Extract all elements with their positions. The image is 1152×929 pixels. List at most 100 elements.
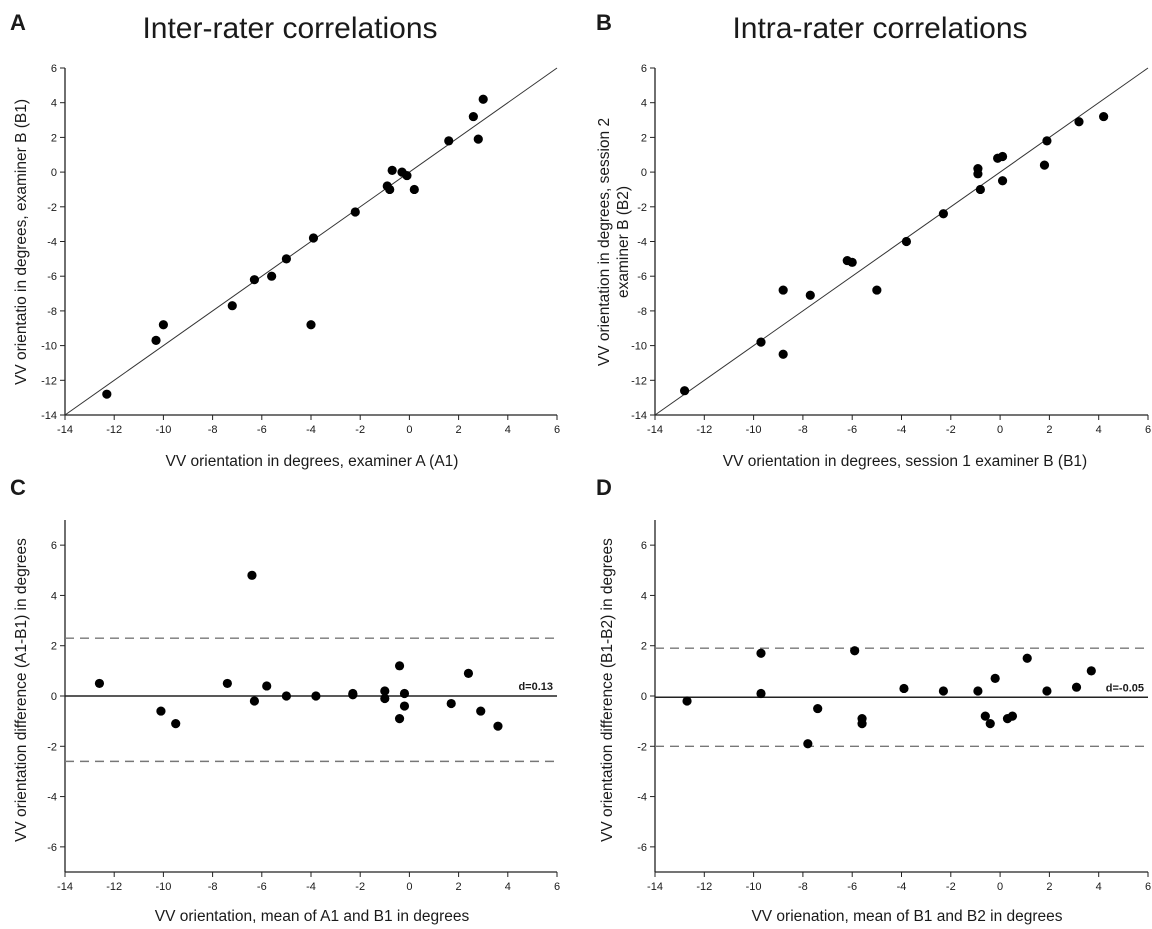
panel-c-data-point bbox=[399, 688, 410, 699]
panel-a-data-point bbox=[402, 170, 412, 181]
panel-a-y-tick-label: 2 bbox=[51, 132, 57, 144]
panel-d-data-point bbox=[1042, 686, 1052, 696]
panel-b-data-point bbox=[1099, 111, 1109, 122]
panel-d-x-tick-label: -14 bbox=[647, 881, 663, 893]
panel-a-x-label: VV orientation in degrees, examiner A (A… bbox=[166, 453, 459, 470]
panel-d-data-point bbox=[850, 646, 860, 656]
panel-a-x-tick-label: 6 bbox=[554, 424, 560, 436]
panel-a-x-tick-label: -2 bbox=[355, 424, 365, 436]
panel-a-data-point bbox=[102, 389, 112, 399]
panel-b-x-tick-label: 4 bbox=[1096, 424, 1102, 436]
panel-b-data-point bbox=[679, 386, 690, 396]
panel-c-data-point bbox=[311, 691, 321, 701]
panel-c-x-tick-label: 6 bbox=[554, 881, 560, 893]
panel-c-mean-label: d=0.13 bbox=[518, 681, 553, 693]
panel-a-y-tick-label: -14 bbox=[41, 410, 57, 422]
panel-d-y-tick-label: 2 bbox=[641, 641, 647, 653]
panel-c-data-point bbox=[249, 696, 260, 706]
panel-b-y-tick-label: -12 bbox=[631, 375, 647, 387]
panel-b-identity-line bbox=[654, 67, 1149, 416]
panel-c-x-tick-label: 0 bbox=[406, 881, 412, 893]
panel-d-y-tick-label: 6 bbox=[641, 540, 647, 552]
panel-c-y-tick-label: 2 bbox=[51, 641, 57, 653]
panel-b-data-point bbox=[872, 285, 882, 295]
panel-b-x-label: VV orientation in degrees, session 1 exa… bbox=[723, 453, 1087, 470]
panel-a-data-point bbox=[385, 184, 395, 195]
panel-a-x-tick-label: 4 bbox=[505, 424, 511, 436]
panel-c-y-tick-label: -2 bbox=[47, 741, 57, 753]
panel-d-x-tick-label: -6 bbox=[847, 881, 857, 893]
panel-b-y-tick-label: -2 bbox=[637, 202, 647, 214]
panel-a-data-point bbox=[267, 271, 277, 281]
panel-a-title: Inter-rater correlations bbox=[142, 12, 437, 45]
panel-a-data-point bbox=[409, 184, 419, 195]
panel-d-data-point bbox=[973, 686, 983, 696]
panel-c-y-tick-label: -4 bbox=[47, 792, 57, 804]
panel-b-y-tick-label: -6 bbox=[637, 271, 647, 283]
panel-b-title: Intra-rater correlations bbox=[732, 12, 1027, 45]
panel-a-x-tick-label: -8 bbox=[208, 424, 218, 436]
panel-c-data-point bbox=[493, 721, 503, 731]
panel-a-x-tick-label: 0 bbox=[406, 424, 412, 436]
panel-d-x-tick-label: -10 bbox=[746, 881, 762, 893]
panel-b-x-tick-label: 6 bbox=[1145, 424, 1151, 436]
panel-b-x-tick-label: -10 bbox=[746, 424, 762, 436]
panel-d-data-point bbox=[756, 648, 766, 658]
panel-d-data-point bbox=[938, 686, 949, 696]
panel-a-x-tick-label: -12 bbox=[106, 424, 122, 436]
panel-c-data-point bbox=[463, 668, 474, 678]
panel-d-plot: -14 -12 -10 -8 -6 -4 -2 0 2 4 6 -6 -4 -2 0 2 4 6 d=-0.05 bbox=[637, 520, 1151, 893]
panel-a-y-tick-label: -12 bbox=[41, 375, 57, 387]
panel-a-y-tick-label: -2 bbox=[47, 202, 57, 214]
panel-b-data-point bbox=[847, 257, 857, 267]
plots: -14 -12 -10 -8 -6 -4 -2 0 2 4 6 -14 -12 -10 -8 -6 -4 -2 0 2… bbox=[41, 63, 1151, 893]
panel-a-y-tick-label: -6 bbox=[47, 271, 57, 283]
panel-b-y-tick-label: 0 bbox=[641, 167, 647, 179]
panel-c-x-label: VV orientation, mean of A1 and B1 in deg… bbox=[155, 908, 470, 925]
panel-b-data-point bbox=[1039, 160, 1050, 170]
panel-c-data-point bbox=[262, 681, 272, 691]
panel-a-x-tick-label: -10 bbox=[155, 424, 171, 436]
panel-d-data-point bbox=[803, 739, 813, 749]
panel-d-x-tick-label: -4 bbox=[897, 881, 907, 893]
panel-a-y-tick-label: -8 bbox=[47, 306, 57, 318]
panel-d-x-tick-label: 4 bbox=[1096, 881, 1102, 893]
panel-d-x-tick-label: 0 bbox=[997, 881, 1003, 893]
panel-b-x-tick-label: -12 bbox=[696, 424, 712, 436]
panel-c-data-point bbox=[94, 678, 105, 689]
panel-b-x-tick-label: -6 bbox=[847, 424, 857, 436]
panel-c-y-tick-label: 4 bbox=[51, 590, 57, 602]
panel-c-y-label: VV orientation difference (A1-B1) in deg… bbox=[13, 538, 30, 842]
panel-a-data-point bbox=[158, 320, 168, 330]
panel-b-data-point bbox=[975, 184, 985, 195]
panel-a-data-point bbox=[350, 207, 360, 217]
panel-d-data-point bbox=[990, 673, 1000, 684]
panel-c-x-tick-label: -12 bbox=[106, 881, 122, 893]
panel-b-plot: -14 -12 -10 -8 -6 -4 -2 0 2 4 6 -14 -12 -10 -8 -6 -4 -2 0 2… bbox=[631, 63, 1151, 436]
panel-c-x-tick-label: -10 bbox=[155, 881, 171, 893]
panel-b-data-point bbox=[997, 151, 1008, 162]
panel-b-y-tick-label: -14 bbox=[631, 410, 647, 422]
panel-d-data-point bbox=[857, 719, 867, 729]
panel-d-data-point bbox=[682, 696, 692, 706]
panel-b-y-tick-label: 6 bbox=[641, 63, 647, 75]
panel-b-data-point bbox=[1074, 117, 1084, 127]
panel-c-data-point bbox=[348, 690, 358, 700]
panel-d-x-label: VV orienation, mean of B1 and B2 in degr… bbox=[751, 908, 1062, 925]
panel-c-x-tick-label: -2 bbox=[355, 881, 365, 893]
panel-d-data-point bbox=[1086, 666, 1096, 676]
panel-d-data-point bbox=[985, 719, 995, 729]
panel-d-y-tick-label: 4 bbox=[641, 590, 647, 602]
panel-d-y-tick-label: -4 bbox=[637, 792, 647, 804]
panel-c-plot: -14 -12 -10 -8 -6 -4 -2 0 2 4 6 -6 -4 -2 0 2 4 6 d=0.13 bbox=[47, 520, 560, 893]
panel-c-x-tick-label: -14 bbox=[57, 881, 73, 893]
panel-d-x-tick-label: -8 bbox=[798, 881, 808, 893]
panel-b-x-tick-label: -8 bbox=[798, 424, 808, 436]
panel-d-mean-label: d=-0.05 bbox=[1106, 682, 1144, 694]
panel-c-x-tick-label: 2 bbox=[456, 881, 462, 893]
panel-a-data-point bbox=[227, 301, 237, 311]
panel-c-data-point bbox=[394, 714, 405, 724]
panel-c-data-point bbox=[394, 661, 405, 671]
panel-a-data-point bbox=[151, 335, 161, 345]
panel-d-data-point bbox=[1007, 711, 1018, 721]
